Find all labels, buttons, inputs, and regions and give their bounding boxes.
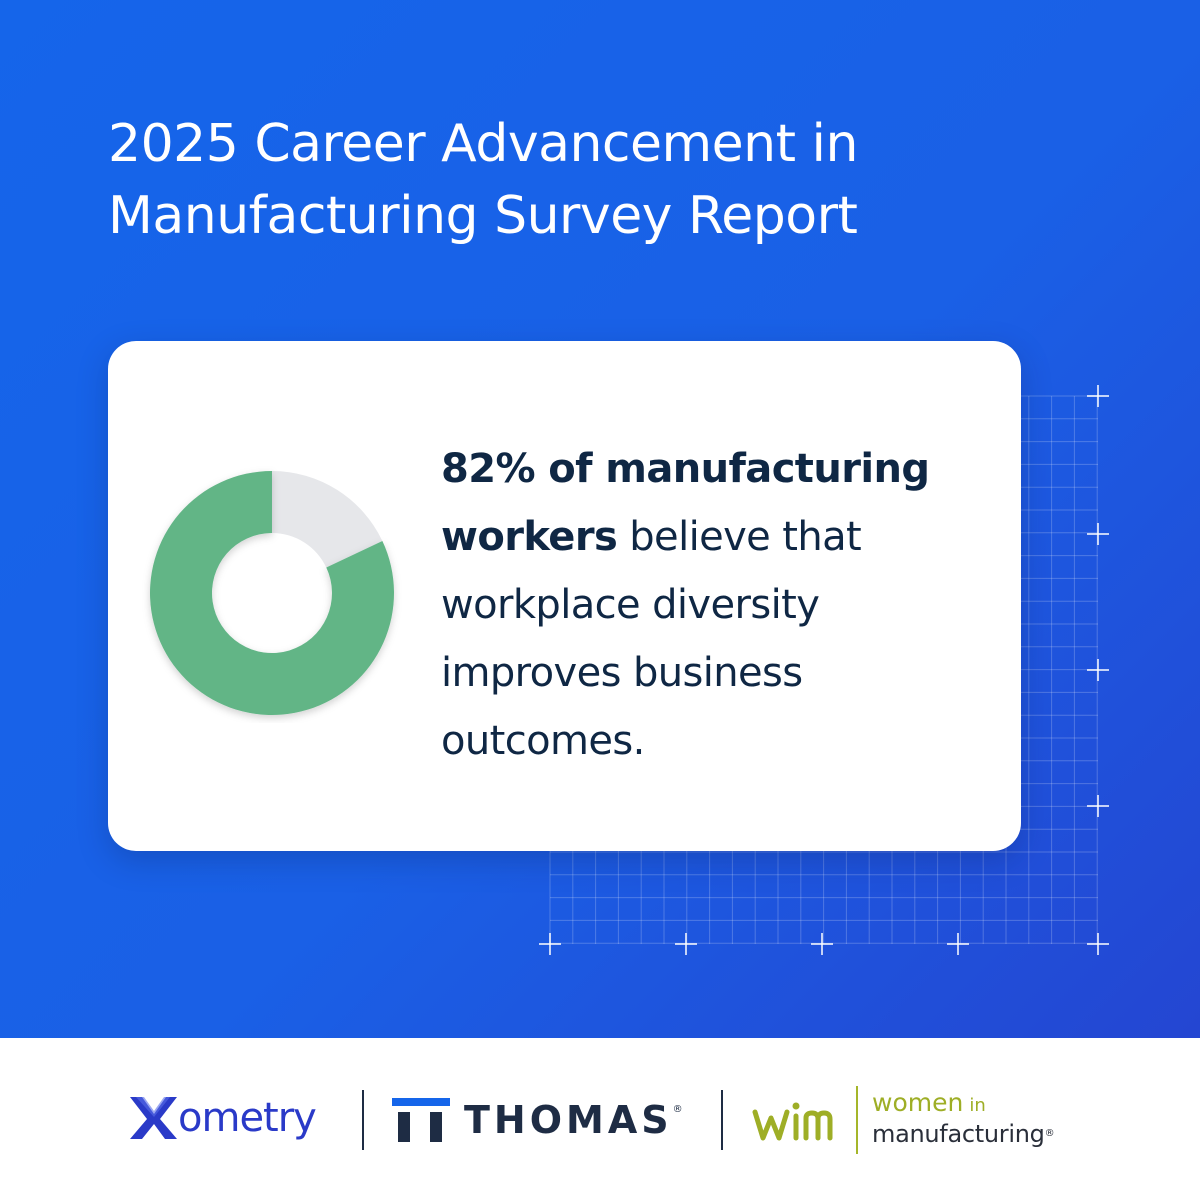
wim-mark-icon [752, 1102, 833, 1141]
wim-word-in: in [969, 1095, 986, 1116]
wim-registered-mark: ® [1044, 1128, 1055, 1139]
thomas-registered-mark: ® [672, 1104, 683, 1115]
title-line-2: Manufacturing Survey Report [108, 186, 858, 246]
logo-divider-1 [362, 1090, 364, 1150]
donut-chart [149, 471, 394, 715]
wim-tagline-bottom: manufacturing® [872, 1119, 1055, 1149]
thomas-logo: THOMAS ® [392, 1090, 683, 1150]
stat-body: believe that workplace diversity improve… [441, 514, 862, 764]
stat-statement: 82% of manufacturing workers believe tha… [441, 435, 1001, 775]
thomas-bars-icon [392, 1098, 450, 1142]
donut-slice-remaining [272, 471, 383, 568]
page-title: 2025 Career Advancement in Manufacturing… [108, 108, 1048, 252]
footer-logos: ometry THOMAS ® women in manufacturing® [0, 1038, 1200, 1200]
wim-word-manufacturing: manufacturing [872, 1120, 1045, 1148]
grid-plus-marks [539, 385, 1109, 955]
xometry-wordmark: ometry [178, 1095, 317, 1141]
thomas-wordmark: THOMAS [464, 1098, 673, 1142]
stat-highlight: 82% of manufacturing workers [441, 446, 930, 560]
hero-panel: 2025 Career Advancement in Manufacturing… [0, 0, 1200, 1038]
xometry-logo: ometry [128, 1090, 317, 1146]
wim-tagline-top: women in [872, 1088, 986, 1121]
donut-slice-agree [149, 471, 394, 715]
wim-word-women: women [872, 1088, 964, 1117]
logo-divider-2 [721, 1090, 723, 1150]
stat-card: 82% of manufacturing workers believe tha… [108, 341, 1021, 851]
wim-separator [856, 1086, 858, 1154]
xometry-x-icon [130, 1097, 177, 1139]
title-line-1: 2025 Career Advancement in [108, 114, 858, 174]
